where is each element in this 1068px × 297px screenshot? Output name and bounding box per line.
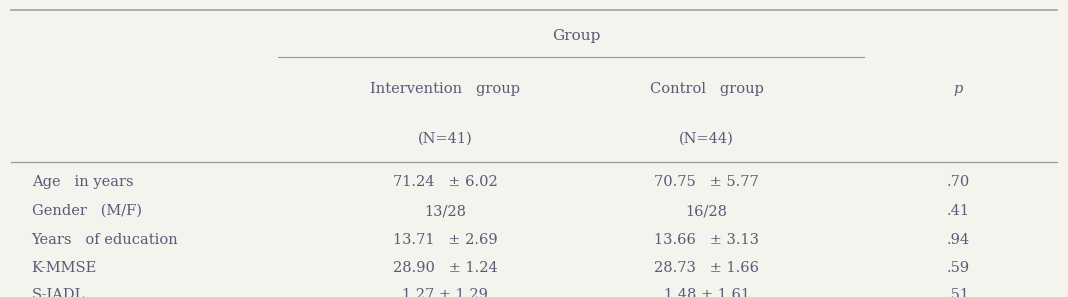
Text: .59: .59: [946, 261, 970, 275]
Text: .51: .51: [946, 288, 970, 297]
Text: 13.66   ± 3.13: 13.66 ± 3.13: [655, 233, 759, 247]
Text: (N=44): (N=44): [679, 131, 734, 145]
Text: K-MMSE: K-MMSE: [32, 261, 97, 275]
Text: .70: .70: [946, 175, 970, 189]
Text: .41: .41: [946, 204, 970, 218]
Text: 16/28: 16/28: [686, 204, 727, 218]
Text: Gender   (M/F): Gender (M/F): [32, 204, 142, 218]
Text: 13.71   ± 2.69: 13.71 ± 2.69: [393, 233, 498, 247]
Text: .94: .94: [946, 233, 970, 247]
Text: Control   group: Control group: [649, 82, 764, 96]
Text: (N=41): (N=41): [418, 131, 472, 145]
Text: S-IADL: S-IADL: [32, 288, 85, 297]
Text: 1.48 ± 1.61: 1.48 ± 1.61: [663, 288, 750, 297]
Text: 71.24   ± 6.02: 71.24 ± 6.02: [393, 175, 498, 189]
Text: Age   in years: Age in years: [32, 175, 134, 189]
Text: 28.90   ± 1.24: 28.90 ± 1.24: [393, 261, 498, 275]
Text: 1.27 ± 1.29: 1.27 ± 1.29: [402, 288, 488, 297]
Text: Intervention   group: Intervention group: [370, 82, 520, 96]
Text: Group: Group: [552, 29, 600, 43]
Text: p: p: [954, 82, 962, 96]
Text: 70.75   ± 5.77: 70.75 ± 5.77: [655, 175, 759, 189]
Text: 13/28: 13/28: [424, 204, 466, 218]
Text: 28.73   ± 1.66: 28.73 ± 1.66: [655, 261, 759, 275]
Text: Years   of education: Years of education: [32, 233, 178, 247]
